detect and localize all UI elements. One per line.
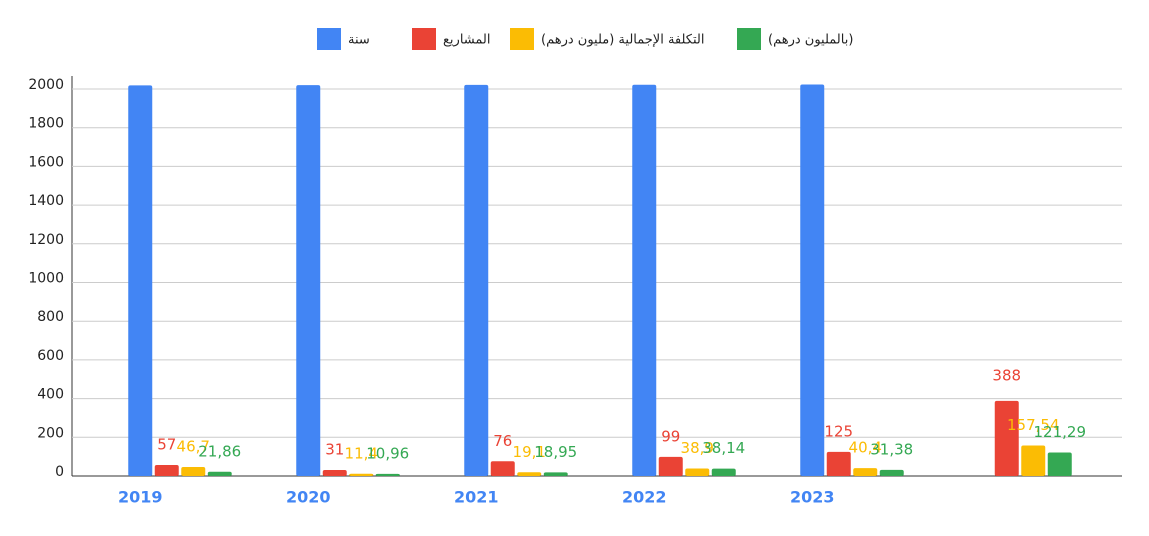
bar [543,472,568,476]
bar [658,456,683,476]
data-label: 31 [325,441,344,459]
bar [632,84,657,477]
bar [1021,445,1046,476]
data-label: 19,1 [513,443,546,461]
data-label: 18,95 [534,443,577,461]
data-label: 40,4 [849,439,882,457]
legend-swatch [317,28,341,50]
bar [490,461,515,476]
data-label: 38,14 [702,439,745,457]
legend-label: التكلفة الإجمالية (مليون درهم) [541,33,704,48]
legend-label: (بالمليون درهم) [768,33,853,48]
bar [711,468,736,476]
y-tick-label: 1000 [28,271,64,287]
y-tick-label: 1800 [28,116,64,132]
y-tick-label: 800 [37,309,64,325]
data-label: 76 [493,432,512,450]
data-label: 21,86 [198,442,241,460]
bar [181,466,206,476]
bar [464,84,489,477]
x-tick-label: 2021 [454,488,499,507]
legend-label: المشاريع [443,33,490,48]
legend-swatch [510,28,534,50]
data-label: 10,96 [366,444,409,462]
bar [322,470,347,476]
data-label: 31,38 [870,440,913,458]
y-tick-label: 2000 [28,77,64,93]
bar [207,471,232,476]
x-tick-label: 2022 [622,488,667,507]
y-tick-label: 1600 [28,154,64,170]
bar [800,84,825,476]
y-tick-label: 1400 [28,193,64,209]
y-tick-label: 0 [55,464,64,480]
y-tick-label: 200 [37,425,64,441]
bar [853,468,878,476]
data-label: 46,7 [177,437,210,455]
data-label: 125 [824,422,853,440]
data-label: 38,9 [681,439,714,457]
data-label: 57 [157,435,176,453]
data-label: 11,4 [345,444,378,462]
bar [154,464,179,476]
x-tick-label: 2020 [286,488,331,507]
bar [296,85,321,476]
bar [994,400,1019,476]
data-label: 388 [992,366,1021,384]
bar [375,473,400,476]
y-tick-label: 400 [37,387,64,403]
bar [685,468,710,476]
bar [517,472,542,476]
y-tick-label: 600 [37,348,64,364]
legend-label: سنة [348,33,370,48]
x-tick-label: 2023 [790,488,835,507]
bar [826,451,851,476]
y-tick-label: 1200 [28,232,64,248]
data-label: 157,54 [1007,416,1060,434]
legend-swatch [412,28,436,50]
bar [349,473,374,476]
x-tick-label: 2019 [118,488,163,507]
data-label: 99 [661,427,680,445]
data-label: 121,29 [1034,423,1087,441]
bar [879,469,904,476]
bar [1047,452,1072,476]
legend-swatch [737,28,761,50]
bar [128,85,153,477]
